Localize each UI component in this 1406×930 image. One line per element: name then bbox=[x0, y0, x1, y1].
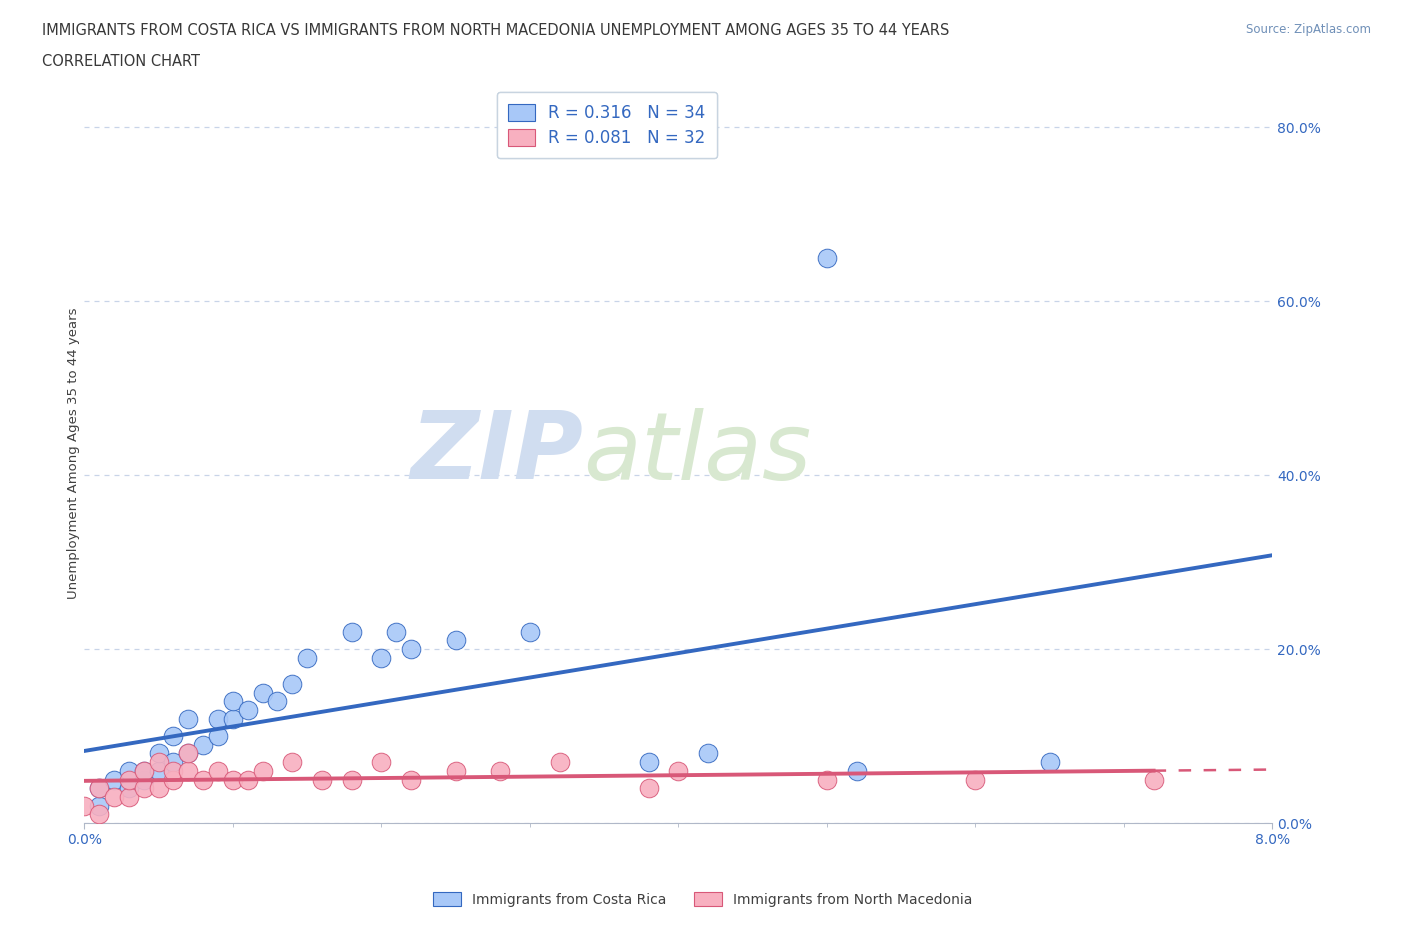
Point bbox=[399, 642, 422, 657]
Point bbox=[281, 755, 304, 770]
Point bbox=[637, 781, 659, 796]
Point bbox=[222, 694, 245, 709]
Point bbox=[519, 624, 541, 639]
Point bbox=[311, 772, 333, 787]
Point bbox=[370, 755, 392, 770]
Point bbox=[815, 250, 838, 265]
Point bbox=[252, 764, 274, 778]
Point bbox=[668, 764, 690, 778]
Point bbox=[281, 676, 304, 691]
Point bbox=[177, 711, 200, 726]
Point bbox=[177, 764, 200, 778]
Text: IMMIGRANTS FROM COSTA RICA VS IMMIGRANTS FROM NORTH MACEDONIA UNEMPLOYMENT AMONG: IMMIGRANTS FROM COSTA RICA VS IMMIGRANTS… bbox=[42, 23, 949, 38]
Y-axis label: Unemployment Among Ages 35 to 44 years: Unemployment Among Ages 35 to 44 years bbox=[66, 308, 80, 599]
Point bbox=[236, 702, 259, 717]
Point bbox=[118, 764, 141, 778]
Point bbox=[340, 772, 363, 787]
Point bbox=[444, 633, 467, 648]
Point bbox=[222, 772, 245, 787]
Point bbox=[162, 772, 184, 787]
Point bbox=[340, 624, 363, 639]
Point bbox=[118, 781, 141, 796]
Point bbox=[162, 755, 184, 770]
Point bbox=[191, 772, 215, 787]
Point bbox=[162, 764, 184, 778]
Point bbox=[207, 711, 229, 726]
Point bbox=[177, 746, 200, 761]
Point bbox=[548, 755, 571, 770]
Point bbox=[148, 746, 170, 761]
Point bbox=[385, 624, 408, 639]
Point bbox=[207, 764, 229, 778]
Point bbox=[1039, 755, 1062, 770]
Point bbox=[89, 781, 111, 796]
Point bbox=[965, 772, 987, 787]
Point bbox=[444, 764, 467, 778]
Point bbox=[222, 711, 245, 726]
Legend: R = 0.316   N = 34, R = 0.081   N = 32: R = 0.316 N = 34, R = 0.081 N = 32 bbox=[496, 92, 717, 158]
Point bbox=[266, 694, 288, 709]
Point bbox=[845, 764, 868, 778]
Point bbox=[103, 790, 125, 804]
Point bbox=[697, 746, 720, 761]
Point bbox=[177, 746, 200, 761]
Point bbox=[89, 807, 111, 822]
Point bbox=[148, 755, 170, 770]
Point bbox=[1143, 772, 1166, 787]
Point bbox=[162, 728, 184, 743]
Point bbox=[118, 790, 141, 804]
Point bbox=[132, 764, 155, 778]
Point bbox=[236, 772, 259, 787]
Point bbox=[118, 772, 141, 787]
Point bbox=[370, 650, 392, 665]
Point bbox=[295, 650, 318, 665]
Point bbox=[252, 685, 274, 700]
Point bbox=[207, 728, 229, 743]
Point bbox=[89, 798, 111, 813]
Text: CORRELATION CHART: CORRELATION CHART bbox=[42, 54, 200, 69]
Point bbox=[399, 772, 422, 787]
Legend: Immigrants from Costa Rica, Immigrants from North Macedonia: Immigrants from Costa Rica, Immigrants f… bbox=[426, 885, 980, 914]
Point bbox=[637, 755, 659, 770]
Point bbox=[815, 772, 838, 787]
Text: ZIP: ZIP bbox=[411, 407, 583, 499]
Point bbox=[148, 764, 170, 778]
Point bbox=[191, 737, 215, 752]
Text: Source: ZipAtlas.com: Source: ZipAtlas.com bbox=[1246, 23, 1371, 36]
Point bbox=[132, 781, 155, 796]
Point bbox=[89, 781, 111, 796]
Point bbox=[73, 798, 96, 813]
Point bbox=[103, 772, 125, 787]
Text: atlas: atlas bbox=[583, 408, 811, 498]
Point bbox=[132, 772, 155, 787]
Point bbox=[148, 781, 170, 796]
Point bbox=[489, 764, 512, 778]
Point bbox=[132, 764, 155, 778]
